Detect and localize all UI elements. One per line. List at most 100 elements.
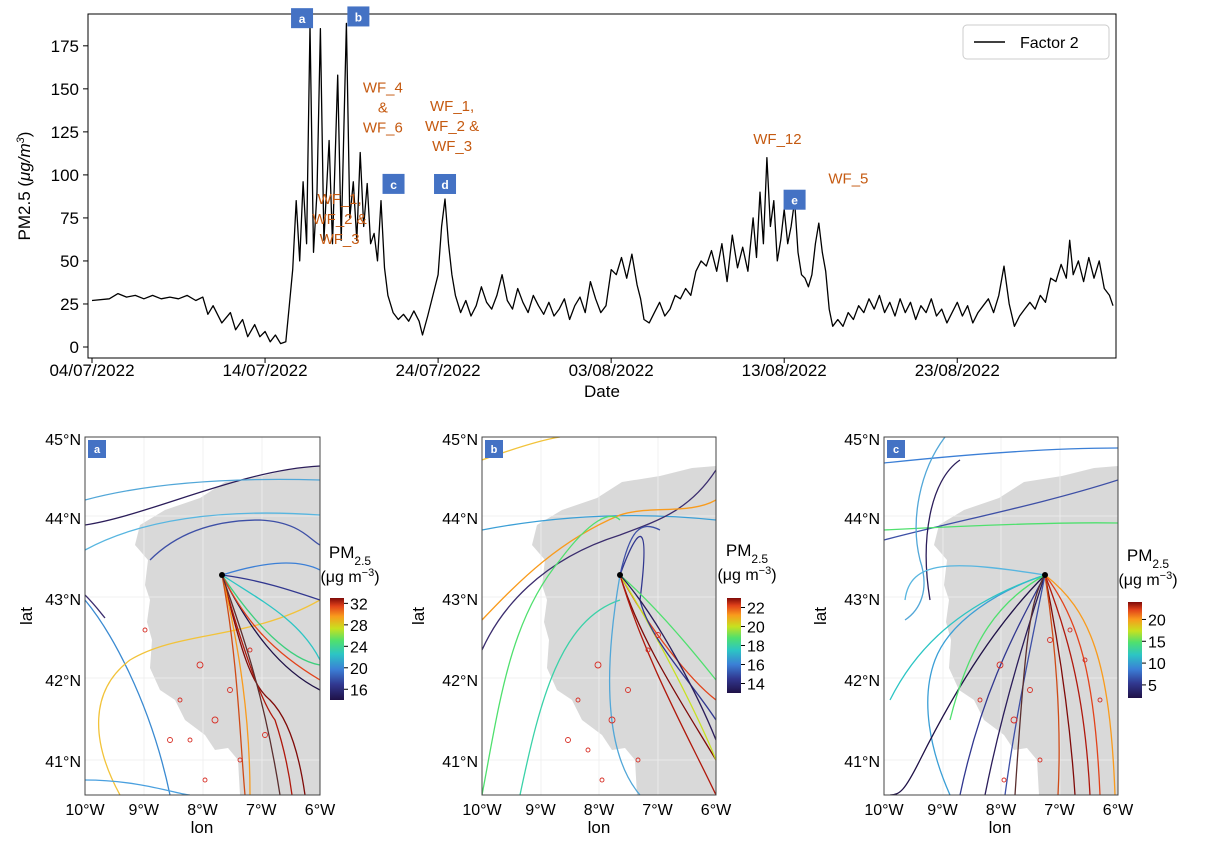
colorbar-title: PM2.5 xyxy=(329,543,372,568)
colorbar-unit-exp: −3 xyxy=(362,567,375,579)
colorbar-unit-close: ) xyxy=(374,569,379,586)
colorbar-unit: (μg m−3) xyxy=(320,567,379,586)
wildfire-annotation: WF_1, WF_2 & WF_3 xyxy=(425,98,479,155)
map-b-land xyxy=(532,466,716,795)
x-tick-label: 13/08/2022 xyxy=(742,361,827,380)
colorbar-title-text: PM xyxy=(726,541,752,560)
map-c-frame xyxy=(883,436,1119,796)
map-b-receptor-point xyxy=(617,572,623,578)
map-a-panel-badge xyxy=(88,440,106,458)
colorbar-tick-label: 24 xyxy=(350,639,368,656)
map-c-colorbar: PM2.5(μg m−3) 20 15 10 5 xyxy=(1118,546,1178,698)
wildfire-annotation-line: WF_1, xyxy=(430,98,474,115)
map-x-tick-label: 8°W xyxy=(584,802,615,819)
map-c-axis-ticks: 10°W 9°W 8°W 7°W 6°W 45°N 44°N 43°N 42°N 41°N xyxy=(844,432,1134,819)
map-x-tick-label: 10°W xyxy=(864,802,904,819)
map-b-colorbar: PM2.5(μg m−3) 22 20 18 16 14 xyxy=(717,541,776,694)
colorbar-title-text: PM xyxy=(1127,546,1153,565)
wildfire-annotation: WF_12 xyxy=(753,131,801,148)
x-tick-label: 04/07/2022 xyxy=(49,361,134,380)
map-b-axis-ticks: 10°W 9°W 8°W 7°W 6°W 45°N 44°N 43°N 42°N 41°N xyxy=(442,432,732,819)
colorbar-title: PM2.5 xyxy=(726,541,769,566)
wildfire-annotation-line: WF_2 & xyxy=(313,211,367,228)
colorbar-unit: (μg m−3) xyxy=(717,565,776,584)
x-tick-label: 03/08/2022 xyxy=(569,361,654,380)
map-y-tick-label: 44°N xyxy=(442,511,478,528)
annotation-letter-a: a xyxy=(299,12,306,26)
series-line-factor-2 xyxy=(91,22,1114,345)
map-c-x-label: lon xyxy=(989,818,1012,837)
map-c-trajectories xyxy=(884,437,1118,795)
y-tick-label: 100 xyxy=(51,166,79,185)
wildfire-annotation: WF_5 xyxy=(828,171,868,188)
map-b-content xyxy=(482,437,716,795)
map-b-x-label: lon xyxy=(588,818,611,837)
y-tick-label: 50 xyxy=(60,252,79,271)
colorbar-tick-label: 16 xyxy=(350,682,368,699)
x-axis-label: Date xyxy=(584,382,620,401)
map-x-tick-label: 6°W xyxy=(701,802,732,819)
wildfire-annotation-line: WF_5 xyxy=(828,171,868,188)
map-y-tick-label: 43°N xyxy=(45,592,81,609)
colorbar-tick-label: 15 xyxy=(1148,634,1166,651)
map-x-tick-label: 7°W xyxy=(1044,802,1075,819)
colorbar-title-sub: 2.5 xyxy=(354,554,371,568)
annotation-badge-d xyxy=(434,173,457,194)
map-a-frame xyxy=(84,436,321,796)
map-y-tick-label: 41°N xyxy=(45,754,81,771)
colorbar-gradient xyxy=(1128,602,1142,698)
map-b-panel-letter: b xyxy=(491,444,498,456)
map-a-receptor-point xyxy=(219,572,225,578)
map-a-colorbar: PM2.5(μg m−3) 32 28 24 20 16 xyxy=(320,543,380,700)
map-x-tick-label: 10°W xyxy=(462,802,502,819)
map-x-tick-label: 8°W xyxy=(187,802,218,819)
map-y-tick-label: 43°N xyxy=(442,592,478,609)
map-y-tick-label: 42°N xyxy=(844,673,880,690)
colorbar-tick-label: 18 xyxy=(747,639,765,656)
map-a-y-label: lat xyxy=(17,607,36,625)
map-x-tick-label: 8°W xyxy=(986,802,1017,819)
map-y-tick-label: 45°N xyxy=(45,432,81,449)
map-b-trajectories xyxy=(482,437,716,795)
x-tick-label: 14/07/2022 xyxy=(223,361,308,380)
colorbar-unit-text: (μg m xyxy=(1118,572,1159,589)
map-x-tick-label: 6°W xyxy=(1103,802,1134,819)
colorbar-unit-text: (μg m xyxy=(320,569,361,586)
time-series-chart: 0 25 50 75 100 125 150 175 04/07/2022 14/07/2022… xyxy=(15,6,1117,401)
map-y-tick-label: 44°N xyxy=(844,511,880,528)
wildfire-annotation-line: WF_2 & xyxy=(425,118,479,135)
colorbar-title: PM2.5 xyxy=(1127,546,1170,571)
colorbar-tick-label: 10 xyxy=(1148,656,1166,673)
map-a-x-label: lon xyxy=(191,818,214,837)
map-x-tick-label: 7°W xyxy=(246,802,277,819)
colorbar-tick-label: 28 xyxy=(350,618,368,635)
colorbar-unit-close: ) xyxy=(1172,572,1177,589)
map-x-tick-label: 10°W xyxy=(65,802,105,819)
map-panel-c: c 10°W 9°W 8°W 7°W 6°W 45°N 44°N 43°N 42°N 41°N l… xyxy=(811,432,1178,837)
map-x-tick-label: 9°W xyxy=(927,802,958,819)
colorbar-unit-text: (μg m xyxy=(717,567,758,584)
colorbar-title-text: PM xyxy=(329,543,355,562)
y-tick-label: 150 xyxy=(51,80,79,99)
map-c-receptor-point xyxy=(1042,572,1048,578)
map-x-tick-label: 9°W xyxy=(129,802,160,819)
map-c-panel-letter: c xyxy=(893,444,899,456)
wildfire-annotation: WF_4 & WF_6 xyxy=(363,79,403,136)
map-b-grid xyxy=(482,437,716,795)
wildfire-annotation-line: WF_4 xyxy=(363,79,403,96)
wildfire-annotation-line: & xyxy=(378,99,388,116)
annotation-letter-c: c xyxy=(390,178,397,192)
wildfire-annotation: WF_1, WF_2 & WF_3 xyxy=(313,191,367,248)
colorbar-unit: (μg m−3) xyxy=(1118,570,1177,589)
map-a-axis-ticks: 10°W 9°W 8°W 7°W 6°W 45°N 44°N 43°N 42°N 41°N xyxy=(45,432,336,819)
map-x-tick-label: 9°W xyxy=(525,802,556,819)
x-tick-label: 23/08/2022 xyxy=(915,361,1000,380)
annotation-letter-e: e xyxy=(791,194,798,208)
colorbar-tick-label: 20 xyxy=(747,620,765,637)
colorbar-gradient xyxy=(330,598,344,700)
wildfire-annotation-line: WF_3 xyxy=(432,138,472,155)
colorbar-tick-label: 14 xyxy=(747,677,765,694)
event-annotations: a b c d e WF_4 & WF_6 WF_1, WF_2 & WF_3 WF_12 WF_5 WF… xyxy=(291,6,868,248)
wildfire-annotation-line: WF_1, xyxy=(318,191,362,208)
